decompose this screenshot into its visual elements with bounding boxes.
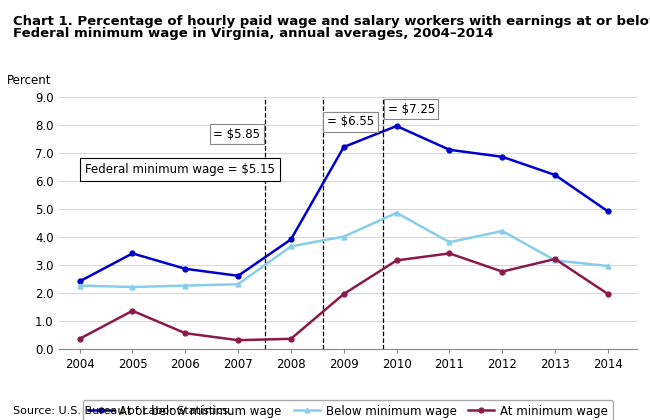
- Text: Source: U.S. Bureau of Labor Statistics.: Source: U.S. Bureau of Labor Statistics.: [13, 406, 232, 416]
- Text: = $7.25: = $7.25: [387, 103, 435, 116]
- Text: Federal minimum wage in Virginia, annual averages, 2004–2014: Federal minimum wage in Virginia, annual…: [13, 27, 493, 40]
- Text: = $5.85: = $5.85: [213, 128, 260, 141]
- Text: Chart 1. Percentage of hourly paid wage and salary workers with earnings at or b: Chart 1. Percentage of hourly paid wage …: [13, 15, 650, 28]
- Text: Federal minimum wage = $5.15: Federal minimum wage = $5.15: [85, 163, 275, 176]
- Text: Percent: Percent: [6, 74, 51, 87]
- Text: = $6.55: = $6.55: [327, 116, 374, 128]
- Legend: At or below minimum wage, Below minimum wage, At minimum wage: At or below minimum wage, Below minimum …: [83, 400, 613, 420]
